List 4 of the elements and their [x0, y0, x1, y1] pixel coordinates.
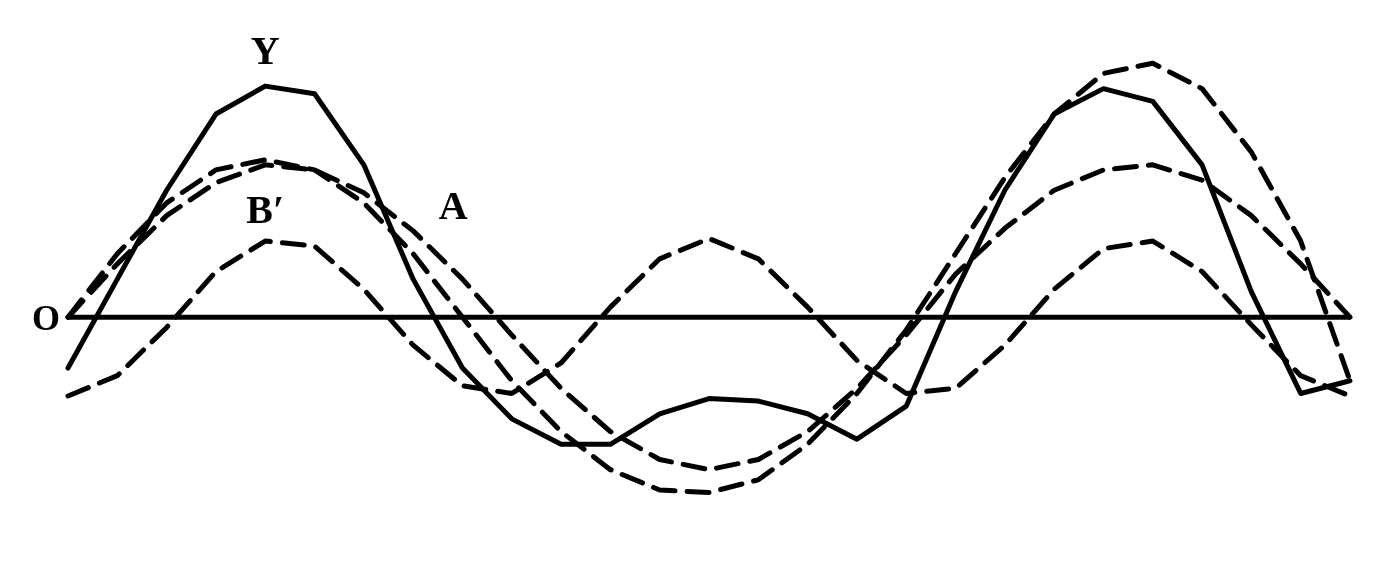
series-label: B′ — [246, 187, 285, 233]
series-label: A — [438, 182, 468, 228]
text: O — [31, 298, 60, 339]
series-label: Y — [250, 28, 280, 74]
